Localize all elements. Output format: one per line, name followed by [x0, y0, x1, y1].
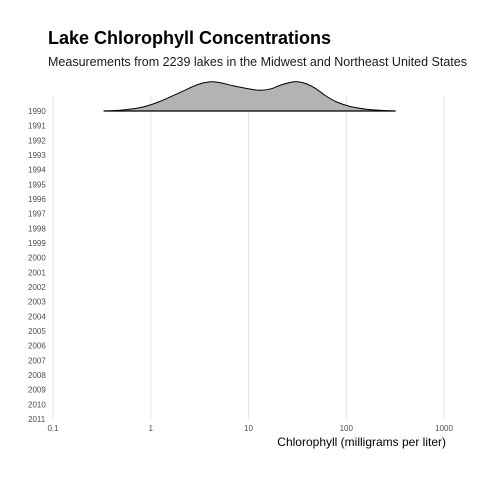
y-tick-label: 1990 [28, 107, 46, 116]
y-tick-label: 1994 [28, 166, 46, 175]
y-tick-label: 2006 [28, 342, 46, 351]
y-tick-labels: 1990 1991 1992 1993 1994 1995 1996 1997 1998 1999… [28, 107, 46, 424]
y-tick-label: 2010 [28, 400, 46, 409]
y-tick-label: 2009 [28, 386, 46, 395]
x-tick-label: 1 [149, 424, 154, 433]
x-tick-label: 0.1 [47, 424, 59, 433]
x-axis-label: Chlorophyll (milligrams per liter) [277, 435, 446, 449]
x-tick-label: 10 [244, 424, 253, 433]
y-tick-label: 1999 [28, 239, 46, 248]
x-tick-label: 1000 [435, 424, 453, 433]
y-tick-label: 1992 [28, 136, 46, 145]
y-tick-label: 2011 [28, 415, 46, 424]
density-ridges [103, 81, 396, 112]
y-tick-label: 1996 [28, 195, 46, 204]
y-tick-label: 1991 [28, 122, 46, 131]
density-ridge-1990 [103, 81, 396, 112]
y-tick-label: 1997 [28, 210, 46, 219]
y-tick-label: 2001 [28, 268, 46, 277]
grid-lines [52, 96, 445, 420]
y-tick-label: 2007 [28, 356, 46, 365]
x-tick-label: 100 [340, 424, 354, 433]
y-tick-label: 2005 [28, 327, 46, 336]
y-tick-label: 2008 [28, 371, 46, 380]
y-tick-label: 1998 [28, 224, 46, 233]
y-tick-label: 2003 [28, 298, 46, 307]
y-tick-label: 1993 [28, 151, 46, 160]
y-tick-label: 1995 [28, 180, 46, 189]
y-tick-label: 2002 [28, 283, 46, 292]
chart-title: Lake Chlorophyll Concentrations [48, 28, 331, 48]
y-tick-label: 2004 [28, 312, 46, 321]
y-tick-label: 2000 [28, 254, 46, 263]
chart-subtitle: Measurements from 2239 lakes in the Midw… [48, 55, 467, 69]
x-tick-labels: 0.1 1 10 100 1000 [47, 424, 453, 433]
